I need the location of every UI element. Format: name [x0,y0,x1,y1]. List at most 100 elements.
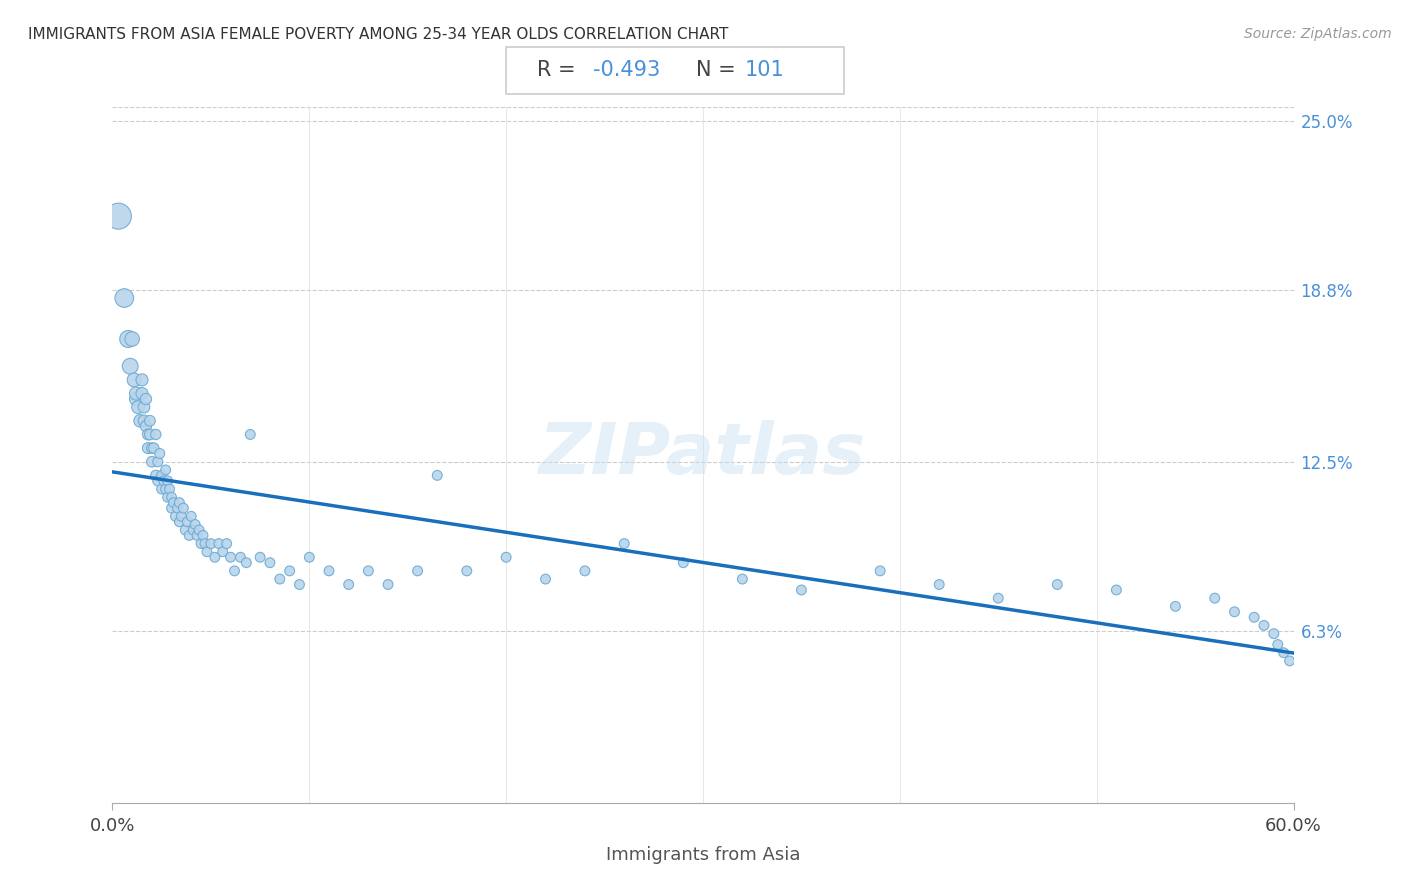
Point [1223,605,1246,619]
Point [298,550,321,565]
Point [139,427,162,442]
Point [1278,654,1301,668]
Point [146,455,169,469]
Point [121,332,143,346]
Point [129,414,152,428]
X-axis label: Immigrants from Asia: Immigrants from Asia [606,846,800,863]
Point [152,474,174,488]
Point [117,332,139,346]
Point [136,441,159,455]
Point [176,515,198,529]
Point [131,373,153,387]
Point [125,386,148,401]
Text: 101: 101 [745,61,785,80]
Point [987,591,1010,606]
Point [1046,577,1069,591]
Point [188,523,211,537]
Point [672,556,695,570]
Point [146,474,169,488]
Text: -0.493: -0.493 [593,61,661,80]
Point [149,446,172,460]
Point [377,577,399,591]
Point [406,564,429,578]
Text: N =: N = [696,61,742,80]
Point [125,392,148,406]
Point [112,291,135,305]
Point [135,392,157,406]
Point [156,474,179,488]
Point [211,545,233,559]
Point [165,509,187,524]
Point [269,572,291,586]
Point [928,577,950,591]
Point [208,536,231,550]
Point [426,468,449,483]
Text: Source: ZipAtlas.com: Source: ZipAtlas.com [1244,27,1392,41]
Point [215,536,238,550]
Point [191,528,214,542]
Point [181,523,204,537]
Point [534,572,557,586]
Point [186,528,208,542]
Point [790,582,813,597]
Point [132,414,155,428]
Point [288,577,311,591]
Point [1105,582,1128,597]
Point [136,427,159,442]
Point [204,550,226,565]
Point [120,359,142,374]
Point [357,564,380,578]
Text: R =: R = [537,61,582,80]
Point [132,400,155,414]
Point [127,400,149,414]
Point [1243,610,1265,624]
Point [613,536,636,550]
Point [239,427,262,442]
Point [1253,618,1275,632]
Text: IMMIGRANTS FROM ASIA FEMALE POVERTY AMONG 25-34 YEAR OLDS CORRELATION CHART: IMMIGRANTS FROM ASIA FEMALE POVERTY AMON… [28,27,728,42]
Point [145,468,167,483]
Point [194,536,217,550]
Point [150,468,173,483]
Point [172,501,194,516]
Point [1164,599,1187,614]
Point [174,523,197,537]
Point [456,564,478,578]
Point [1272,646,1295,660]
Point [180,509,202,524]
Point [139,414,162,428]
Point [337,577,360,591]
Point [190,536,212,550]
Point [169,496,191,510]
Point [155,482,177,496]
Point [141,441,163,455]
Point [145,427,167,442]
Point [229,550,252,565]
Text: ZIPatlas: ZIPatlas [540,420,866,490]
Point [141,455,163,469]
Point [195,545,218,559]
Point [249,550,271,565]
Point [159,482,181,496]
Point [122,373,145,387]
Point [107,209,129,223]
Point [160,501,183,516]
Point [278,564,301,578]
Point [135,419,157,434]
Point [869,564,891,578]
Point [574,564,596,578]
Point [150,482,173,496]
Point [131,386,153,401]
Point [1263,626,1285,640]
Point [170,509,193,524]
Point [731,572,754,586]
Point [200,536,222,550]
Point [259,556,281,570]
Point [166,501,188,516]
Point [1267,638,1289,652]
Point [179,528,201,542]
Point [235,556,257,570]
Point [160,490,183,504]
Point [142,441,165,455]
Point [162,496,184,510]
